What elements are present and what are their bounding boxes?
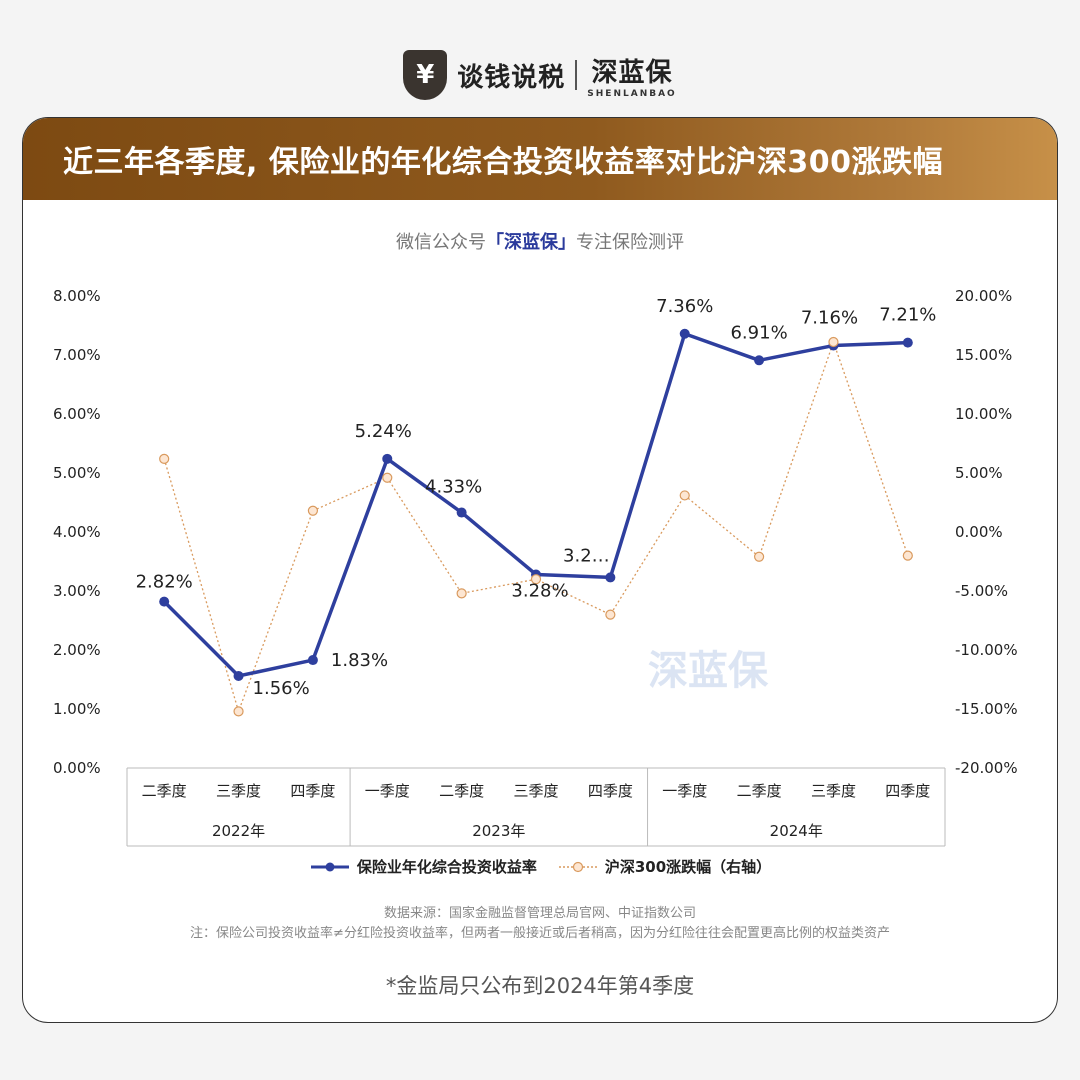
y-tick-right: 10.00%: [955, 405, 1012, 423]
y-tick-left: 4.00%: [53, 523, 101, 541]
chart-subtitle: 微信公众号「深蓝保」专注保险测评: [23, 228, 1057, 254]
y-tick-right: -15.00%: [955, 700, 1018, 718]
data-label-insurance: 7.16%: [801, 308, 858, 329]
x-tick-label: 四季度: [290, 782, 335, 800]
disclaimer: *金监局只公布到2024年第4季度: [385, 974, 695, 998]
partner-subtitle: SHENLANBAO: [587, 88, 677, 99]
chart-legend: 保险业年化综合投资收益率 沪深300涨跌幅（右轴）: [23, 856, 1057, 877]
y-tick-left: 3.00%: [53, 582, 101, 600]
data-label-insurance: 3.28%: [511, 580, 568, 601]
x-group-label: 2022年: [212, 822, 265, 840]
x-tick-label: 二季度: [142, 782, 187, 800]
point-csi300: [828, 336, 839, 348]
line-chart: 0.00% 1.00% 2.00% 3.00% 4.00% 5.00% 6.00% 7.00%…: [53, 287, 1018, 847]
y-tick-left: 6.00%: [53, 405, 101, 423]
y-tick-left: 2.00%: [53, 641, 101, 659]
series-line-csi300: [163, 340, 909, 714]
point-insurance: [754, 355, 765, 366]
data-label-insurance: 1.83%: [331, 650, 388, 671]
point-insurance: [382, 453, 393, 464]
brand-header: ¥ 谈钱说税 深蓝保 SHENLANBAO: [0, 50, 1080, 100]
x-group-label: 2024年: [770, 822, 823, 840]
point-csi300: [233, 706, 244, 717]
data-label-insurance: 7.36%: [656, 296, 713, 317]
point-insurance: [902, 337, 913, 348]
brand-divider: [575, 60, 578, 90]
y-tick-left: 0.00%: [53, 759, 101, 777]
shield-logo-icon: ¥: [403, 50, 448, 100]
x-group-label: 2023年: [472, 822, 525, 840]
x-tick-label: 四季度: [588, 782, 633, 800]
point-insurance: [233, 670, 244, 681]
point-insurance: [605, 572, 616, 583]
subtitle-suffix: 专注保险测评: [576, 232, 684, 253]
legend-label-insurance: 保险业年化综合投资收益率: [356, 858, 537, 876]
legend-line-marker-icon: [310, 862, 349, 871]
page-title: 近三年各季度, 保险业的年化综合投资收益率对比沪深300涨跌幅: [63, 145, 943, 180]
data-label-insurance: 5.24%: [355, 421, 412, 442]
point-csi300: [382, 472, 393, 483]
point-csi300: [456, 588, 467, 599]
subtitle-prefix: 微信公众号: [396, 232, 486, 253]
partner-name: 深蓝保: [591, 57, 673, 88]
y-tick-left: 7.00%: [53, 346, 101, 364]
point-csi300: [159, 453, 170, 464]
subtitle-highlight: 「深蓝保」: [486, 232, 576, 253]
y-tick-right: -20.00%: [955, 759, 1018, 777]
point-csi300: [307, 505, 319, 516]
legend-item-insurance: 保险业年化综合投资收益率: [309, 856, 537, 877]
point-insurance: [159, 596, 170, 607]
legend-item-csi300: 沪深300涨跌幅（右轴）: [557, 856, 771, 877]
y-tick-right: -10.00%: [955, 641, 1018, 659]
point-csi300: [605, 609, 616, 620]
point-insurance: [679, 328, 690, 339]
card-header: 近三年各季度, 保险业的年化综合投资收益率对比沪深300涨跌幅: [23, 118, 1057, 200]
x-tick-label: 二季度: [439, 782, 484, 800]
point-csi300: [902, 550, 913, 561]
point-insurance: [456, 507, 467, 518]
y-tick-right: 15.00%: [955, 346, 1012, 364]
data-label-insurance: 6.91%: [730, 322, 787, 343]
x-tick-label: 一季度: [365, 782, 410, 800]
data-label-insurance: 4.33%: [425, 477, 482, 498]
y-tick-left: 5.00%: [53, 464, 101, 482]
point-csi300: [530, 574, 542, 585]
y-tick-right: 0.00%: [955, 523, 1003, 541]
y-tick-left: 1.00%: [53, 700, 101, 718]
x-tick-label: 四季度: [885, 782, 930, 800]
legend-label-csi300: 沪深300涨跌幅（右轴）: [604, 858, 772, 876]
data-label-insurance: 3.2…: [563, 545, 610, 566]
data-label-insurance: 7.21%: [879, 305, 936, 326]
watermark: 深蓝保: [648, 648, 768, 694]
y-tick-left: 8.00%: [53, 287, 101, 305]
x-tick-label: 三季度: [216, 782, 261, 800]
chart-card: 近三年各季度, 保险业的年化综合投资收益率对比沪深300涨跌幅 微信公众号「深蓝…: [22, 117, 1058, 1023]
y-tick-right: 5.00%: [955, 464, 1003, 482]
x-tick-label: 三季度: [513, 782, 558, 800]
point-csi300: [679, 490, 690, 501]
data-label-insurance: 1.56%: [253, 678, 310, 699]
data-note: 注：保险公司投资收益率≠分红险投资收益率，但两者一般接近或后者稍高，因为分红险往…: [190, 926, 890, 941]
data-source: 数据来源：国家金融监督管理总局官网、中证指数公司: [383, 906, 696, 921]
point-insurance: [307, 655, 318, 666]
x-tick-label: 三季度: [811, 782, 856, 800]
y-tick-right: -5.00%: [955, 582, 1008, 600]
series-line-insurance: [162, 332, 908, 678]
legend-dotted-marker-icon: [558, 861, 597, 872]
x-tick-label: 二季度: [737, 782, 782, 800]
data-label-insurance: 2.82%: [136, 572, 193, 593]
y-tick-right: 20.00%: [955, 287, 1012, 305]
x-tick-label: 一季度: [662, 782, 707, 800]
brand-name: 谈钱说税: [457, 62, 566, 93]
point-csi300: [753, 551, 765, 562]
